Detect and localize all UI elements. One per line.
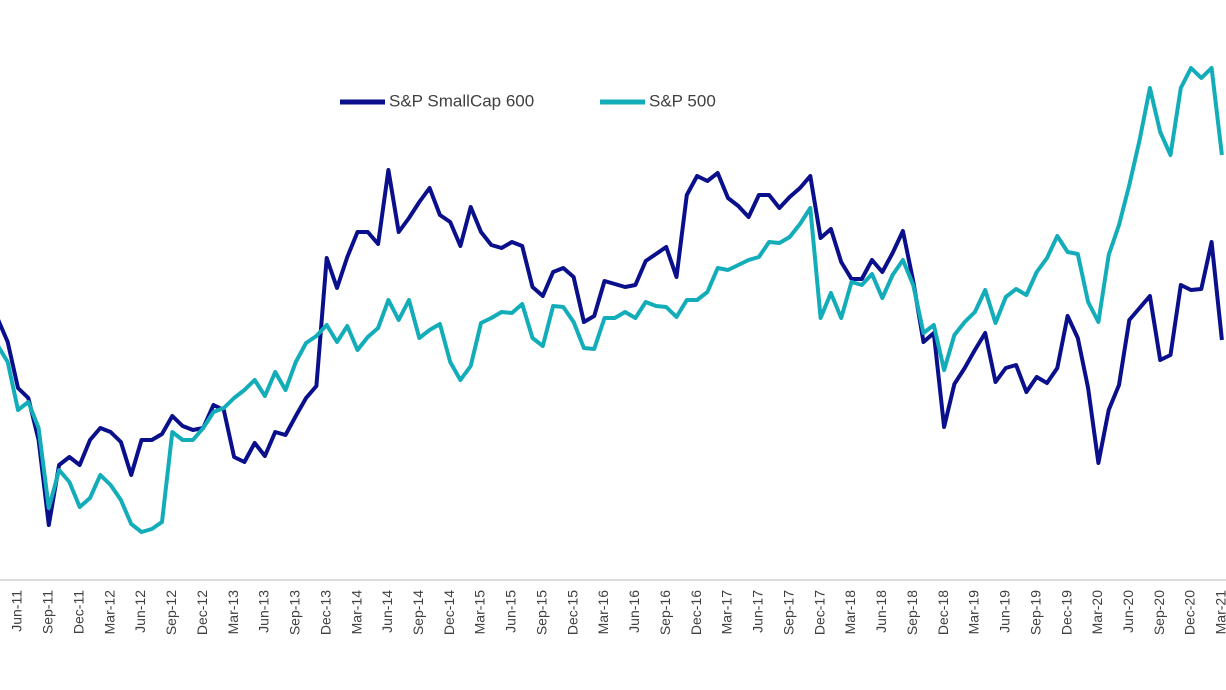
x-tick-label: Sep-14 (410, 590, 426, 635)
x-tick-label: Jun-20 (1120, 590, 1136, 633)
x-tick-label: Mar-15 (472, 590, 488, 635)
x-tick-label: Dec-14 (441, 590, 457, 635)
legend-label: S&P SmallCap 600 (389, 91, 534, 110)
series-line (0, 168, 1224, 527)
x-tick-label: Dec-13 (317, 590, 333, 635)
x-tick-label: Dec-18 (935, 590, 951, 635)
x-tick-label: Jun-17 (750, 590, 766, 633)
x-tick-label: Dec-20 (1182, 590, 1198, 635)
x-tick-label: Jun-11 (9, 590, 25, 632)
x-tick-label: Jun-16 (626, 590, 642, 633)
x-tick-label: Jun-15 (503, 590, 519, 633)
x-tick-label: Jun-12 (132, 590, 148, 633)
x-tick-label: Jun-19 (997, 590, 1013, 633)
x-tick-label: Mar-18 (842, 590, 858, 635)
x-tick-label: Mar-21 (1213, 590, 1226, 635)
x-tick-label: Mar-20 (1089, 590, 1105, 635)
x-tick-label: Sep-13 (287, 590, 303, 635)
x-tick-label: Mar-16 (595, 590, 611, 635)
x-tick-label: Mar-19 (966, 590, 982, 635)
x-tick-label: Mar-13 (225, 590, 241, 635)
x-tick-label: Dec-11 (70, 590, 86, 634)
x-tick-label: Sep-12 (163, 590, 179, 635)
x-tick-label: Sep-11 (40, 590, 56, 634)
series-line (0, 66, 1224, 534)
x-tick-label: Sep-15 (533, 590, 549, 635)
x-tick-label: Sep-20 (1151, 590, 1167, 635)
x-tick-label: Mar-14 (348, 590, 364, 635)
x-tick-label: Sep-18 (904, 590, 920, 635)
x-tick-label: Dec-19 (1058, 590, 1074, 635)
x-tick-label: Mar-17 (719, 590, 735, 635)
x-tick-label: Dec-16 (688, 590, 704, 635)
x-tick-label: Dec-12 (194, 590, 210, 635)
x-tick-label: Jun-14 (379, 590, 395, 633)
x-tick-label: Sep-16 (657, 590, 673, 635)
x-tick-label: Dec-17 (811, 590, 827, 635)
x-tick-label: Mar-12 (101, 590, 117, 635)
x-tick-label: Jun-18 (873, 590, 889, 633)
x-tick-label: Sep-19 (1027, 590, 1043, 635)
x-tick-label: Dec-15 (564, 590, 580, 635)
legend-label: S&P 500 (649, 91, 716, 110)
x-tick-label: Jun-13 (256, 590, 272, 633)
x-tick-label: Sep-17 (780, 590, 796, 635)
